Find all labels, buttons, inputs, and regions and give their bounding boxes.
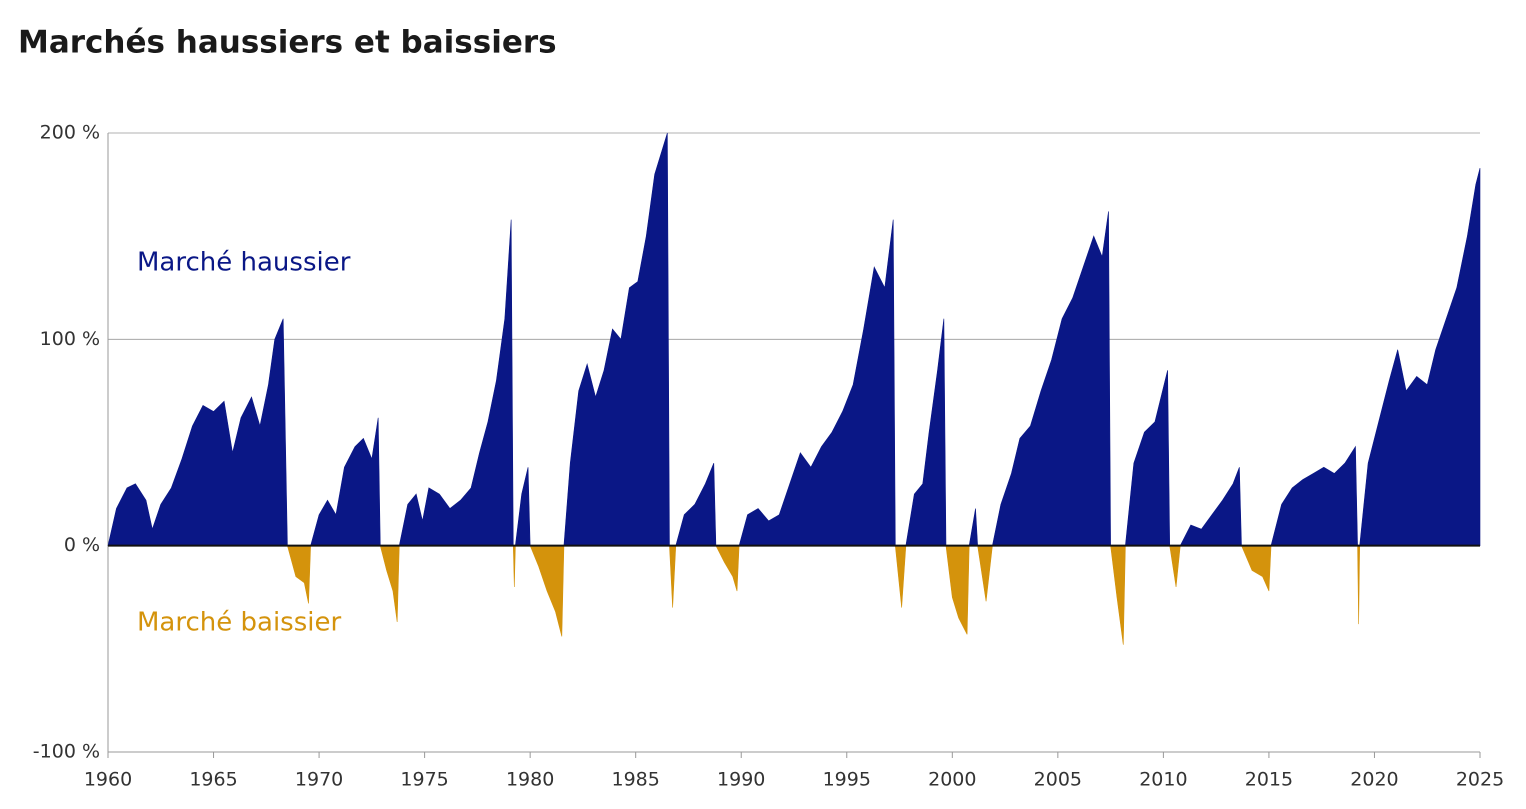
y-tick-label: 200 % [40,122,100,144]
x-tick-label: 2020 [1350,769,1398,791]
x-tick-label: 1985 [612,769,660,791]
x-tick-label: 2015 [1245,769,1293,791]
chart-title: Marchés haussiers et baissiers [18,25,557,61]
x-tick-label: 2010 [1139,769,1187,791]
y-tick-label: 100 % [40,328,100,350]
series-label: Marché haussier [137,248,351,278]
x-tick-label: 1965 [189,769,237,791]
x-tick-label: 2000 [928,769,976,791]
x-tick-label: 1960 [84,769,132,791]
x-tick-label: 1990 [717,769,765,791]
x-tick-label: 2025 [1456,769,1504,791]
x-tick-label: 1975 [400,769,448,791]
series-label: Marché baissier [137,608,341,638]
y-tick-label: 0 % [64,534,100,556]
x-tick-label: 2005 [1034,769,1082,791]
area [287,545,1360,645]
x-tick-label: 1970 [295,769,343,791]
y-tick-label: -100 % [33,741,100,763]
x-tick-label: 1995 [823,769,871,791]
x-tick-label: 1980 [506,769,554,791]
area [107,132,1481,546]
